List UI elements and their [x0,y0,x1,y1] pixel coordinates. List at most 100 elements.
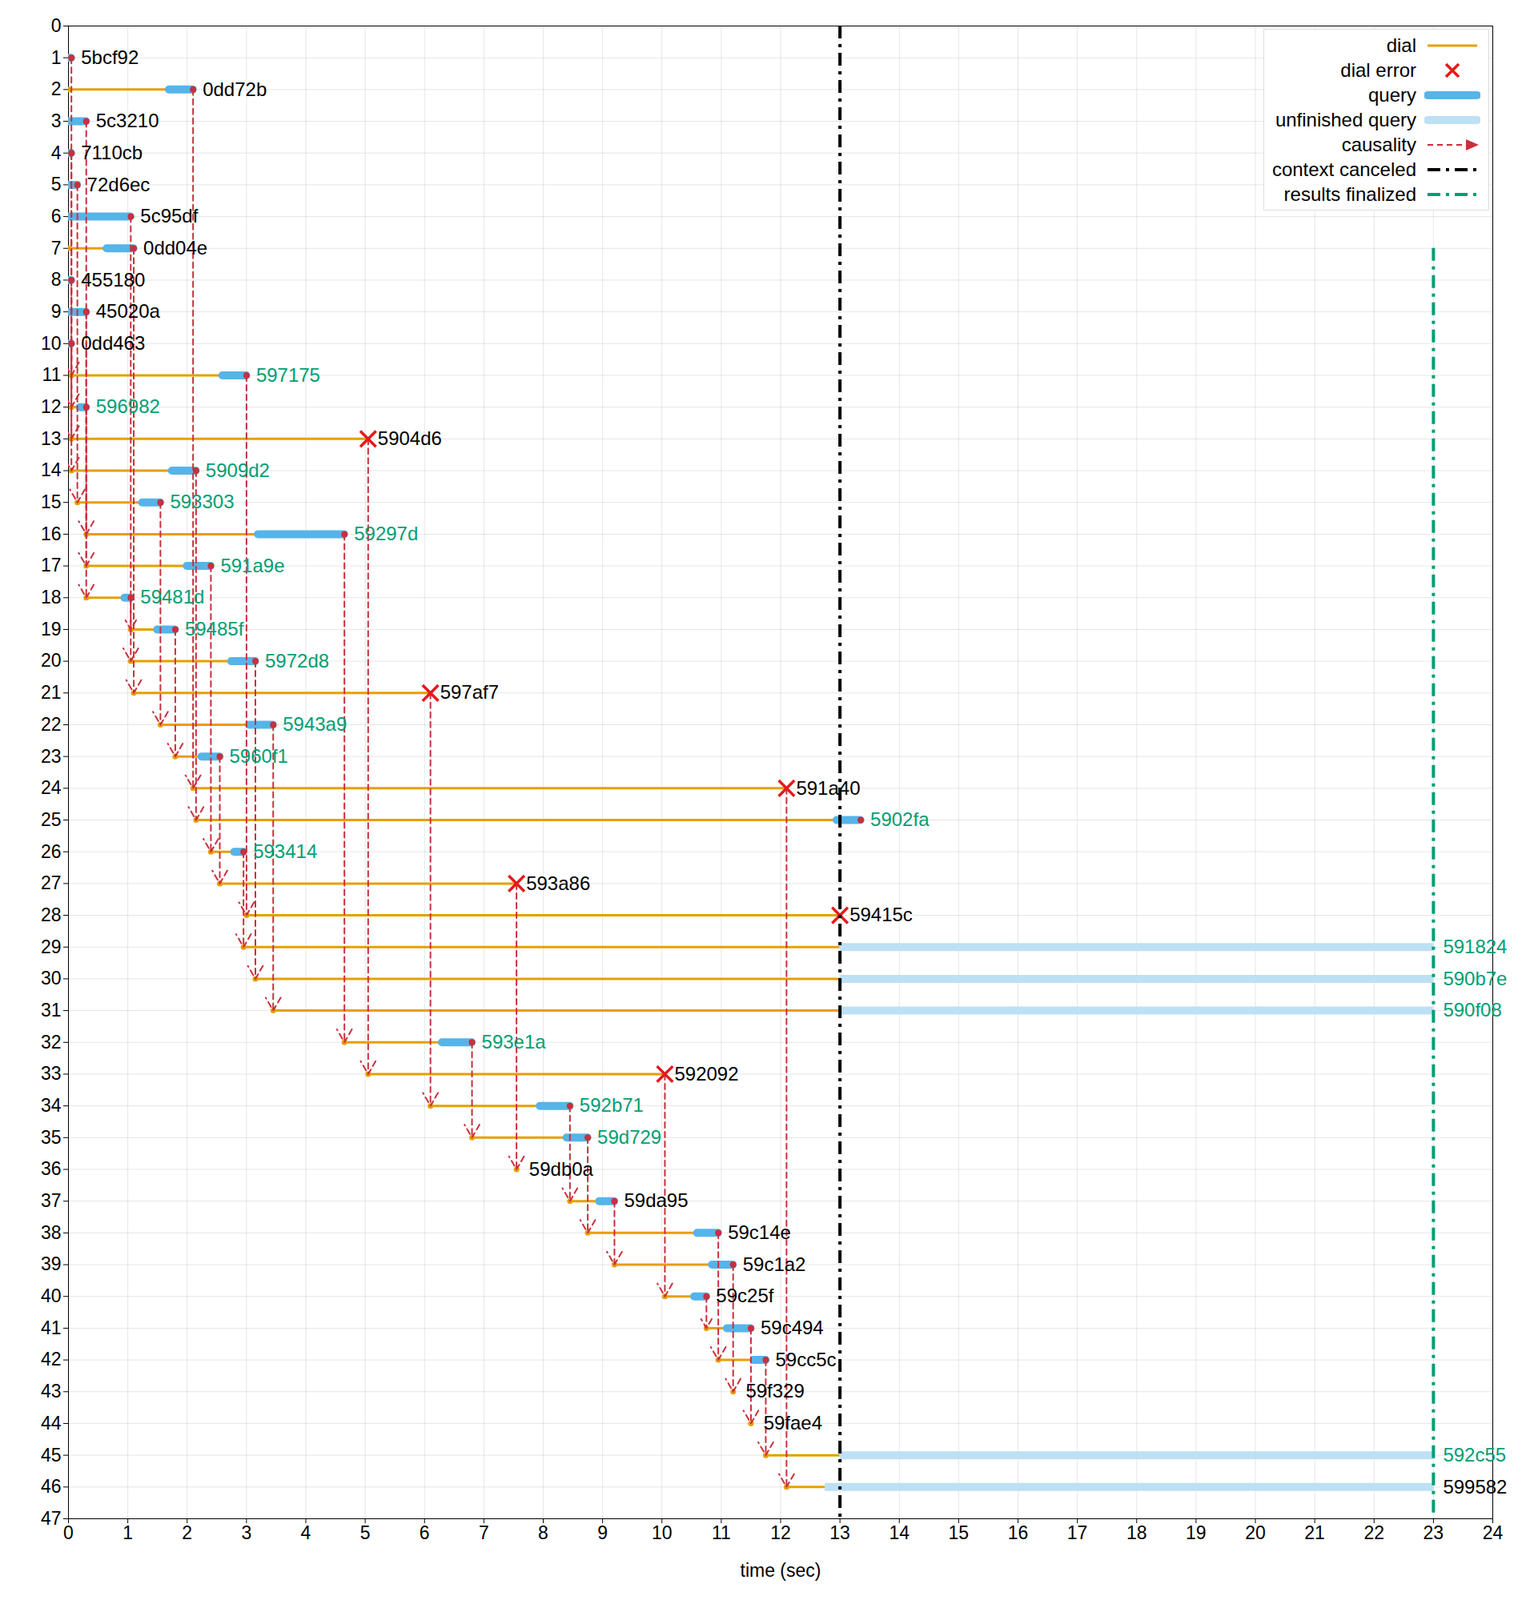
svg-text:22: 22 [1363,1522,1385,1544]
svg-text:5960f1: 5960f1 [229,745,289,768]
svg-text:18: 18 [1126,1522,1148,1544]
svg-text:593e1a: 593e1a [481,1031,547,1053]
svg-text:47: 47 [40,1508,62,1530]
svg-text:592c55: 592c55 [1442,1444,1506,1466]
svg-text:21: 21 [40,682,62,703]
svg-text:10: 10 [40,333,62,354]
svg-text:12: 12 [770,1522,792,1544]
svg-text:15: 15 [40,491,62,513]
svg-text:5943a9: 5943a9 [282,713,347,735]
svg-text:592092: 592092 [674,1063,739,1085]
svg-text:time (sec): time (sec) [740,1560,822,1582]
svg-text:597175: 597175 [256,364,321,386]
svg-text:16: 16 [1007,1522,1029,1544]
svg-text:21: 21 [1304,1522,1326,1544]
svg-text:27: 27 [40,872,62,894]
svg-text:5902fa: 5902fa [870,808,930,831]
svg-text:29: 29 [40,936,62,958]
svg-text:13: 13 [829,1522,851,1544]
svg-text:23: 23 [1423,1522,1445,1544]
svg-text:8: 8 [51,269,62,290]
svg-text:59fae4: 59fae4 [763,1412,823,1434]
svg-text:18: 18 [40,586,62,608]
svg-text:6: 6 [51,205,62,227]
svg-text:593303: 593303 [169,490,234,513]
svg-text:1: 1 [51,47,62,69]
svg-text:72d6ec: 72d6ec [87,173,151,196]
svg-text:59c14e: 59c14e [727,1221,792,1244]
svg-text:17: 17 [1067,1522,1089,1544]
svg-text:591a9e: 591a9e [220,554,285,577]
svg-text:0dd463: 0dd463 [80,332,145,354]
svg-text:43: 43 [40,1381,62,1402]
svg-text:59da95: 59da95 [623,1189,688,1212]
svg-text:41: 41 [40,1317,62,1339]
svg-text:22: 22 [40,714,62,735]
svg-text:45: 45 [40,1444,62,1466]
svg-text:8: 8 [538,1522,549,1544]
svg-text:2: 2 [181,1522,193,1544]
svg-text:59d729: 59d729 [597,1126,662,1149]
svg-text:11: 11 [711,1522,731,1544]
svg-text:59c494: 59c494 [760,1317,824,1339]
svg-text:39: 39 [40,1253,62,1275]
svg-text:31: 31 [40,999,62,1021]
svg-text:596982: 596982 [96,395,161,418]
svg-text:59cc5c: 59cc5c [775,1349,836,1371]
svg-text:46: 46 [40,1476,62,1498]
svg-text:592b71: 592b71 [579,1094,644,1117]
svg-text:590f08: 590f08 [1442,999,1502,1021]
svg-text:5: 5 [51,173,62,195]
svg-text:59db0a: 59db0a [529,1158,595,1181]
svg-text:0: 0 [51,15,62,37]
svg-text:33: 33 [40,1063,62,1085]
svg-text:59481d: 59481d [140,586,205,608]
svg-text:7110cb: 7110cb [80,141,143,164]
svg-text:28: 28 [40,904,62,926]
svg-text:4: 4 [301,1522,312,1544]
svg-text:59c1a2: 59c1a2 [742,1253,807,1276]
svg-text:593414: 593414 [252,840,318,863]
svg-text:593a86: 593a86 [526,872,591,895]
svg-text:38: 38 [40,1222,62,1244]
svg-text:7: 7 [478,1522,490,1544]
svg-text:5972d8: 5972d8 [265,650,330,672]
svg-text:19: 19 [1185,1522,1207,1544]
svg-text:24: 24 [1482,1522,1504,1544]
svg-text:34: 34 [40,1095,62,1117]
svg-text:32: 32 [40,1032,62,1053]
svg-text:44: 44 [40,1413,62,1434]
svg-text:20: 20 [40,650,62,671]
svg-text:13: 13 [40,428,62,450]
svg-text:26: 26 [40,841,62,863]
svg-text:599582: 599582 [1442,1475,1507,1498]
svg-text:35: 35 [40,1127,62,1149]
svg-text:42: 42 [40,1349,62,1370]
svg-text:5bcf92: 5bcf92 [80,46,139,69]
svg-text:9: 9 [597,1522,608,1544]
svg-text:4: 4 [51,142,62,164]
svg-text:10: 10 [651,1522,673,1544]
svg-text:40: 40 [40,1285,62,1307]
svg-text:5c95df: 5c95df [140,204,198,227]
svg-text:591824: 591824 [1442,935,1507,958]
svg-text:36: 36 [40,1158,62,1180]
svg-text:24: 24 [40,777,62,799]
svg-text:23: 23 [40,746,62,768]
svg-text:59297d: 59297d [353,522,418,545]
svg-text:1: 1 [122,1522,133,1544]
svg-text:3: 3 [240,1522,252,1544]
svg-text:5: 5 [360,1522,371,1544]
svg-text:59415c: 59415c [849,903,913,926]
svg-text:59c25f: 59c25f [715,1285,774,1307]
svg-text:11: 11 [42,364,62,386]
svg-text:14: 14 [888,1522,910,1544]
svg-text:16: 16 [40,523,62,545]
svg-text:6: 6 [419,1522,430,1544]
svg-text:5904d6: 5904d6 [377,427,442,450]
svg-text:0dd72b: 0dd72b [202,78,267,101]
svg-text:14: 14 [40,459,62,481]
svg-text:7: 7 [51,237,62,259]
svg-text:2: 2 [51,78,62,100]
svg-text:5909d2: 5909d2 [205,459,270,482]
